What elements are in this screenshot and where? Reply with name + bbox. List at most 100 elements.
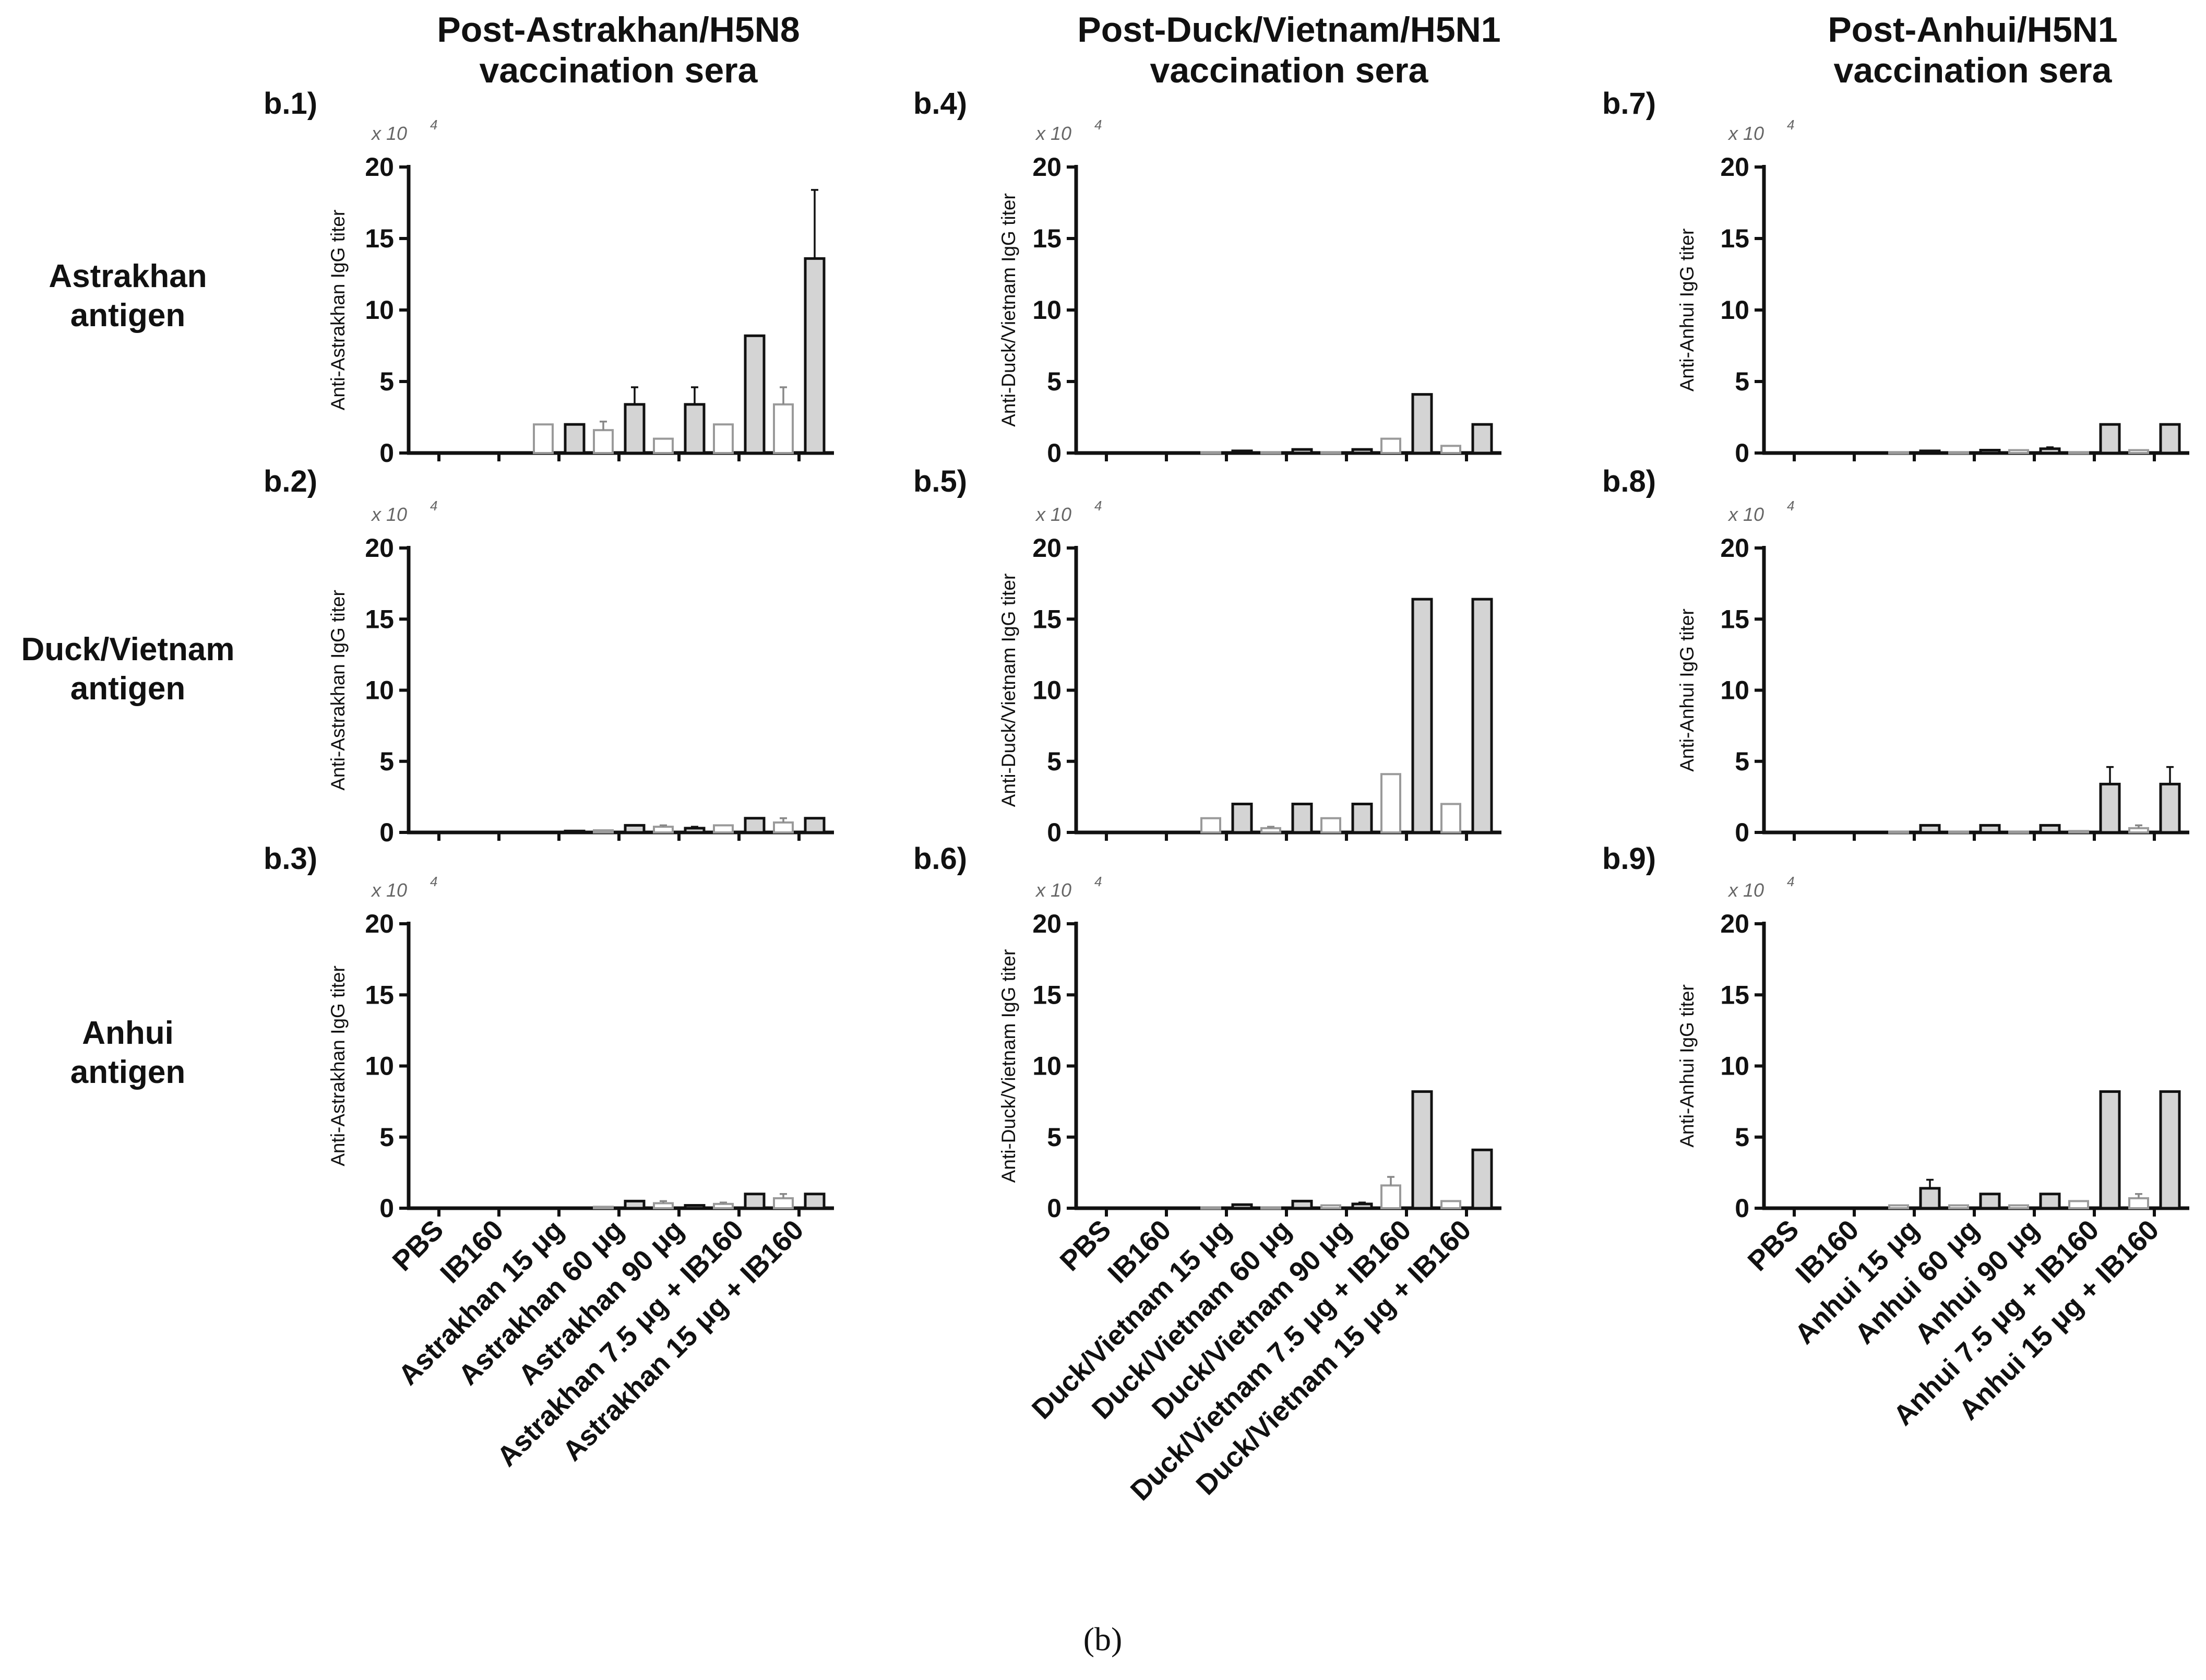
bar-open-3 [533, 423, 554, 455]
bar-filled-5 [684, 1204, 706, 1210]
y-tick-label: 5 [379, 367, 394, 396]
bar-open-5 [653, 437, 674, 454]
y-tick-label: 20 [365, 152, 394, 182]
y-tick-label: 15 [1720, 980, 1749, 1009]
bar-open-6 [713, 824, 734, 833]
bar-filled-5 [1351, 1202, 1373, 1210]
bar-open-7 [773, 403, 794, 455]
y-multiplier: x 10 [1035, 123, 1071, 144]
y-tick-label: 5 [1047, 1123, 1062, 1152]
error-bar [660, 1200, 667, 1204]
y-tick-label: 0 [1735, 438, 1749, 468]
panel-b2: b.2) x 10 4 Anti-Astrakhan IgG titer 0 5 10 15 2… [264, 464, 834, 847]
error-bar [2046, 446, 2054, 449]
bar-filled-3 [1231, 803, 1253, 834]
bar-open-6 [2068, 1200, 2089, 1209]
y-tick-label: 0 [1047, 1194, 1062, 1223]
y-tick-label: 10 [1032, 295, 1062, 325]
bar-filled-6 [744, 817, 766, 834]
bar-filled-6 [1411, 1090, 1433, 1210]
y-tick-label: 5 [379, 1123, 394, 1152]
y-multiplier: x 10 [1035, 504, 1071, 525]
bar-filled-3 [564, 423, 586, 455]
error-bar [691, 826, 698, 828]
y-tick-label: 5 [1047, 747, 1062, 776]
bar-filled-4 [624, 1199, 646, 1210]
panel-b7: b.7) x 10 4 Anti-Anhui IgG titer 0 5 10 15 20 [1602, 87, 2189, 468]
error-bar [2166, 766, 2174, 784]
y-axis-label: Anti-Astrakhan IgG titer [327, 966, 349, 1166]
error-bar [1358, 1201, 1366, 1204]
bar-filled-5 [2039, 1193, 2061, 1210]
y-tick-label: 10 [365, 1052, 394, 1081]
bar-open-7 [2128, 449, 2149, 455]
y-multiplier-exponent: 4 [1094, 498, 1102, 514]
figure-caption: (b) [1083, 1621, 1123, 1658]
y-multiplier: x 10 [1035, 879, 1071, 901]
error-bar [600, 420, 607, 431]
bar-filled-4 [1979, 824, 2001, 834]
bar-open-7 [2128, 827, 2149, 833]
panel-label: b.1) [264, 87, 317, 121]
bar-filled-4 [1291, 803, 1313, 834]
column-title-2-line2: vaccination sera [1150, 51, 1429, 90]
y-tick-label: 15 [1032, 980, 1062, 1009]
y-multiplier-exponent: 4 [1094, 117, 1102, 133]
panel-label: b.5) [913, 464, 967, 498]
bar-filled-6 [2099, 1090, 2121, 1210]
panel-label: b.2) [264, 464, 317, 498]
bar-filled-7 [804, 257, 826, 455]
y-tick-label: 5 [1735, 747, 1749, 776]
y-axis-label: Anti-Anhui IgG titer [1676, 229, 1698, 392]
y-multiplier-exponent: 4 [430, 498, 437, 514]
error-bar [2106, 766, 2114, 784]
y-tick-label: 10 [1720, 676, 1749, 705]
bar-open-6 [2068, 451, 2089, 455]
panel-b3: b.3) x 10 4 Anti-Astrakhan IgG titer 0 5 10 15 2… [264, 842, 834, 1223]
error-bar [780, 1193, 787, 1198]
y-tick-label: 15 [365, 980, 394, 1009]
bar-open-4 [593, 1206, 614, 1209]
bar-open-7 [2128, 1197, 2149, 1210]
y-axis-label: Anti-Astrakhan IgG titer [327, 210, 349, 411]
y-multiplier-exponent: 4 [1094, 874, 1102, 889]
error-bar [1267, 826, 1274, 828]
error-bar [691, 386, 698, 404]
bar-filled-5 [1351, 803, 1373, 834]
error-bar [1926, 1178, 1934, 1188]
row-label-2-line2: antigen [70, 671, 185, 707]
y-tick-label: 0 [379, 1194, 394, 1223]
y-axis-label: Anti-Duck/Vietnam IgG titer [998, 574, 1019, 807]
error-bar [780, 817, 787, 823]
bar-open-7 [1440, 1200, 1461, 1209]
y-tick-label: 20 [365, 533, 394, 563]
error-bar [660, 824, 667, 827]
y-tick-label: 20 [1720, 533, 1749, 563]
y-multiplier-exponent: 4 [1787, 117, 1794, 133]
error-bar [2135, 824, 2142, 828]
bar-filled-7 [2159, 1090, 2181, 1210]
y-multiplier-exponent: 4 [430, 117, 437, 133]
y-tick-label: 5 [1735, 367, 1749, 396]
y-multiplier-exponent: 4 [430, 874, 437, 889]
bar-filled-7 [2159, 782, 2181, 834]
bar-open-6 [2068, 830, 2089, 834]
bar-filled-3 [1919, 1187, 1941, 1210]
y-tick-label: 20 [1720, 909, 1749, 938]
panel-b5: b.5) x 10 4 Anti-Duck/Vietnam IgG titer 0 5 10… [913, 464, 1501, 847]
bar-filled-7 [804, 817, 826, 834]
panel-b9: b.9) x 10 4 Anti-Anhui IgG titer 0 5 10 15 20 [1602, 842, 2189, 1223]
row-label-2-line1: Duck/Vietnam [21, 632, 235, 668]
y-axis-label: Anti-Anhui IgG titer [1676, 984, 1698, 1148]
y-tick-label: 0 [1047, 818, 1062, 847]
y-tick-label: 10 [1032, 676, 1062, 705]
bar-filled-7 [1471, 598, 1493, 834]
bar-filled-5 [2039, 447, 2061, 455]
bar-open-7 [1440, 445, 1461, 454]
column-title-1-line1: Post-Astrakhan/H5N8 [437, 10, 800, 50]
y-tick-label: 15 [1032, 224, 1062, 253]
panel-label: b.6) [913, 842, 967, 876]
bar-open-6 [1380, 773, 1401, 834]
